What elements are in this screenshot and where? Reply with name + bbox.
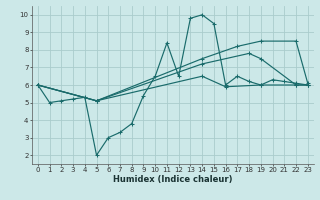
- X-axis label: Humidex (Indice chaleur): Humidex (Indice chaleur): [113, 175, 233, 184]
